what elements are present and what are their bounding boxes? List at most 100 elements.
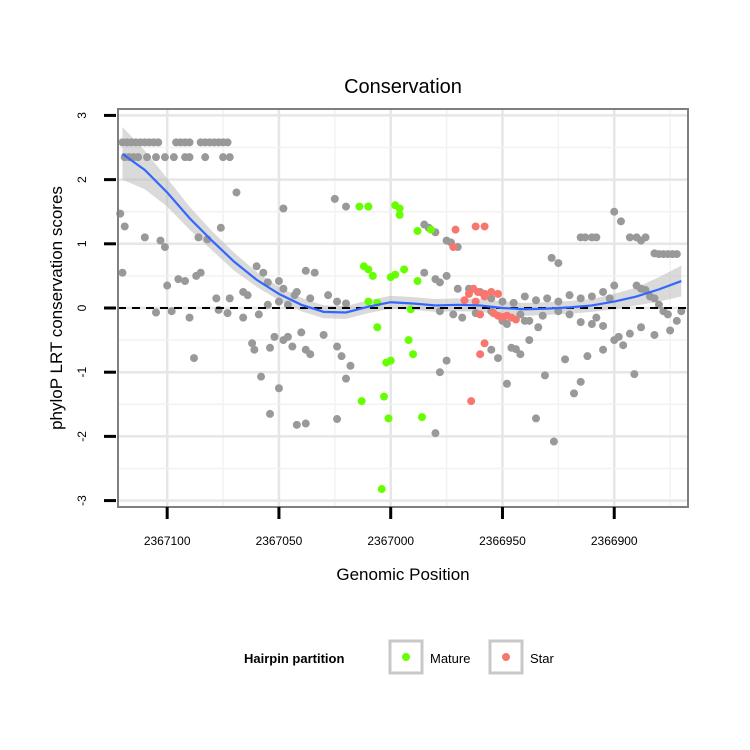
point-other: [306, 294, 315, 303]
point-other: [219, 153, 228, 162]
smooth-line: [121, 153, 682, 314]
point-other: [502, 320, 511, 329]
point-other: [252, 262, 261, 271]
point-other: [435, 278, 444, 287]
x-tick-label: 2367000: [367, 534, 414, 548]
point-mature: [406, 305, 415, 314]
point-other: [120, 222, 129, 231]
point-other: [525, 336, 534, 345]
point-mature: [377, 485, 386, 494]
point-other: [232, 188, 241, 197]
point-other: [672, 250, 681, 259]
point-other: [346, 361, 355, 370]
x-tick-label: 2367050: [256, 534, 303, 548]
point-other: [554, 259, 563, 268]
point-other: [290, 291, 299, 300]
chart-title: Conservation: [344, 76, 462, 98]
point-other: [333, 342, 342, 351]
point-star: [451, 225, 460, 234]
point-star: [476, 310, 485, 319]
point-other: [449, 310, 458, 319]
point-other: [310, 268, 319, 277]
point-other: [547, 253, 556, 262]
point-other: [270, 332, 279, 341]
point-other: [543, 294, 552, 303]
point-other: [333, 297, 342, 306]
point-other: [654, 300, 663, 309]
point-other: [225, 294, 234, 303]
point-other: [152, 308, 160, 317]
point-mature: [426, 225, 435, 234]
point-star: [487, 287, 496, 296]
point-mature: [384, 414, 393, 423]
x-tick-label: 2366900: [591, 534, 638, 548]
point-other: [225, 153, 234, 162]
smooth-layer: [121, 153, 682, 314]
point-other: [458, 313, 467, 322]
point-other: [540, 371, 549, 380]
point-other: [614, 332, 623, 341]
point-other: [625, 233, 634, 242]
point-other: [333, 415, 342, 424]
point-star: [471, 222, 480, 231]
legend-swatch-mature: [402, 653, 410, 661]
point-other: [212, 294, 221, 303]
points-layer: [116, 138, 686, 494]
point-other: [592, 233, 601, 242]
point-other: [154, 138, 163, 147]
point-other: [342, 299, 350, 308]
point-other: [599, 345, 608, 354]
x-tick-label: 2366950: [479, 534, 526, 548]
point-other: [549, 437, 558, 446]
point-star: [480, 292, 489, 301]
point-other: [185, 153, 194, 162]
point-other: [534, 323, 543, 332]
y-tick-label: 3: [75, 112, 89, 119]
point-other: [605, 294, 614, 303]
point-other: [581, 233, 590, 242]
point-mature: [418, 413, 426, 422]
point-other: [599, 321, 608, 330]
point-other: [167, 307, 176, 316]
point-other: [431, 429, 440, 438]
point-star: [473, 287, 482, 296]
point-other: [259, 268, 268, 277]
point-other: [194, 233, 203, 242]
point-other: [190, 354, 198, 363]
point-other: [565, 291, 574, 300]
point-other: [250, 345, 259, 354]
point-other: [619, 341, 628, 350]
y-tick-label: 0: [75, 304, 89, 311]
point-other: [297, 328, 306, 337]
legend-title: Hairpin partition: [244, 651, 344, 666]
legend-label-mature: Mature: [430, 651, 470, 666]
point-other: [283, 332, 292, 341]
point-other: [637, 323, 646, 332]
point-other: [274, 297, 283, 306]
point-star: [480, 222, 489, 231]
point-mature: [409, 350, 418, 359]
point-other: [616, 217, 625, 226]
point-mature: [391, 270, 400, 279]
point-mature: [404, 336, 413, 345]
point-other: [610, 207, 619, 216]
point-other: [502, 379, 511, 388]
point-other: [324, 291, 333, 300]
point-other: [143, 153, 152, 162]
point-other: [520, 316, 529, 325]
point-other: [239, 313, 248, 322]
point-mature: [364, 265, 373, 274]
point-other: [243, 291, 252, 300]
point-star: [476, 350, 485, 359]
point-other: [435, 307, 444, 316]
x-tick-label: 2367100: [144, 534, 191, 548]
point-other: [288, 342, 297, 351]
point-other: [301, 419, 310, 428]
point-other: [663, 310, 672, 319]
point-other: [266, 409, 274, 418]
point-other: [185, 313, 194, 322]
point-mature: [355, 202, 364, 211]
point-mature: [380, 392, 388, 401]
point-other: [442, 271, 451, 280]
